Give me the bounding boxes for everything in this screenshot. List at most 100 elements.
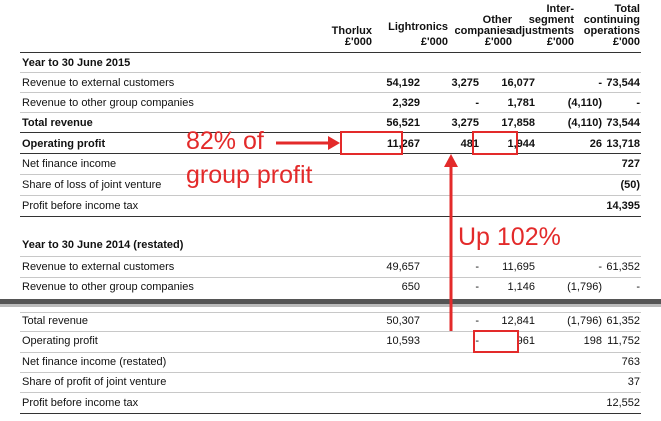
section-title-2014: Year to 30 June 2014 (restated) [22, 235, 641, 255]
table-row: Share of loss of joint venture (50) [22, 175, 641, 195]
header-line: Thorlux [331, 25, 372, 37]
column-header-lightronics: Lightronics £'000 [382, 22, 448, 48]
cell: 2,329 [392, 97, 420, 109]
header-line: continuing [583, 14, 640, 26]
row-divider [20, 413, 641, 414]
header-line: Total [614, 3, 640, 15]
highlight-box-other-profit-2015 [472, 131, 518, 155]
header-line: companies [454, 25, 512, 37]
cell: 54,192 [386, 77, 420, 89]
row-label: Net finance income (restated) [22, 356, 167, 368]
row-divider [20, 352, 641, 353]
cell: 1,944 [507, 138, 535, 150]
cell: 11,752 [607, 335, 640, 347]
table-row: Operating profit 10,593 - 961 198 11,752 [22, 331, 641, 351]
cell: 11,267 [386, 138, 420, 150]
section-title: Year to 30 June 2014 (restated) [22, 239, 184, 251]
header-line: £'000 [484, 36, 512, 48]
annotation-82-percent: 82% of group profit [186, 126, 312, 190]
cell: (1,796) [567, 281, 602, 293]
cell: 56,521 [386, 117, 420, 129]
page-break [0, 299, 661, 304]
cell: 1,781 [507, 97, 535, 109]
table-row: Share of profit of joint venture 37 [22, 372, 641, 392]
cell: (50) [620, 179, 640, 191]
cell: 10,593 [386, 335, 420, 347]
cell: - [475, 335, 479, 347]
cell: 16,077 [501, 77, 535, 89]
table-row: Profit before income tax 12,552 [22, 393, 641, 413]
cell: 727 [621, 158, 640, 170]
table-row: Revenue to other group companies 2,329 -… [22, 93, 641, 113]
table-row: Revenue to external customers 54,192 3,2… [22, 73, 641, 93]
cell: - [475, 261, 479, 273]
table-row: Total revenue 56,521 3,275 17,858 (4,110… [22, 113, 641, 133]
page-break-shadow [0, 304, 661, 307]
cell: - [475, 281, 479, 293]
table-row: Revenue to other group companies 650 - 1… [22, 277, 641, 297]
row-divider [20, 112, 641, 113]
cell: - [475, 97, 479, 109]
row-label: Operating profit [22, 138, 106, 150]
row-label: Revenue to other group companies [22, 97, 194, 109]
cell: 26 [589, 138, 602, 150]
row-divider [20, 195, 641, 196]
cell: 481 [460, 138, 479, 150]
row-label: Net finance income [22, 158, 117, 170]
cell: 61,352 [606, 315, 640, 327]
table-row: Profit before income tax 14,395 [22, 196, 641, 216]
cell: 13,718 [606, 138, 640, 150]
table-row: Net finance income (restated) 763 [22, 352, 641, 372]
row-divider [20, 153, 641, 154]
cell: 17,858 [501, 117, 535, 129]
header-line: £'000 [612, 36, 640, 48]
cell: 3,275 [451, 77, 479, 89]
row-divider [20, 392, 641, 393]
table-row: Operating profit 11,267 481 1,944 26 13,… [22, 134, 641, 154]
row-label: Share of profit of joint venture [22, 376, 167, 388]
cell: (4,110) [567, 117, 602, 129]
cell: 11,695 [502, 261, 535, 273]
row-label: Share of loss of joint venture [22, 179, 162, 191]
column-header-other: Other companies £'000 [448, 15, 512, 48]
row-label: Revenue to other group companies [22, 281, 194, 293]
header-line: £'000 [546, 36, 574, 48]
cell: 12,552 [606, 397, 640, 409]
annotation-up-102: Up 102% [458, 223, 561, 251]
cell: 14,395 [606, 200, 640, 212]
cell: 1,146 [507, 281, 535, 293]
row-label: Revenue to external customers [22, 77, 175, 89]
header-line: £'000 [420, 36, 448, 48]
cell: - [475, 315, 479, 327]
column-header-inter-segment: Inter- segment adjustments £'000 [508, 4, 574, 48]
header-line: Other [482, 14, 512, 26]
row-divider [20, 331, 641, 332]
cell: - [636, 97, 640, 109]
cell: 12,841 [501, 315, 535, 327]
table-row: Total revenue 50,307 - 12,841 (1,796) 61… [22, 311, 641, 331]
annotation-line: group profit [186, 161, 313, 189]
cell: 49,657 [386, 261, 420, 273]
row-divider [20, 72, 641, 73]
row-label: Profit before income tax [22, 397, 139, 409]
section-title: Year to 30 June 2015 [22, 57, 131, 69]
section-title-2015: Year to 30 June 2015 [22, 53, 641, 73]
header-line: Lightronics [388, 21, 448, 33]
cell: 3,275 [451, 117, 479, 129]
cell: 73,544 [606, 117, 640, 129]
column-header-total: Total continuing operations £'000 [576, 4, 640, 48]
cell: 50,307 [386, 315, 420, 327]
cell: - [598, 77, 602, 89]
row-label: Total revenue [22, 315, 89, 327]
cell: 650 [401, 281, 420, 293]
row-divider [20, 216, 641, 217]
highlight-box-thorlux-profit [340, 131, 403, 155]
annotation-line: 82% of [186, 127, 264, 155]
cell: 73,544 [606, 77, 640, 89]
header-line: Inter- [546, 3, 575, 15]
cell: 961 [516, 335, 535, 347]
cell: (1,796) [567, 315, 602, 327]
row-label: Operating profit [22, 335, 98, 347]
header-line: operations [583, 25, 640, 37]
row-divider [20, 277, 641, 278]
